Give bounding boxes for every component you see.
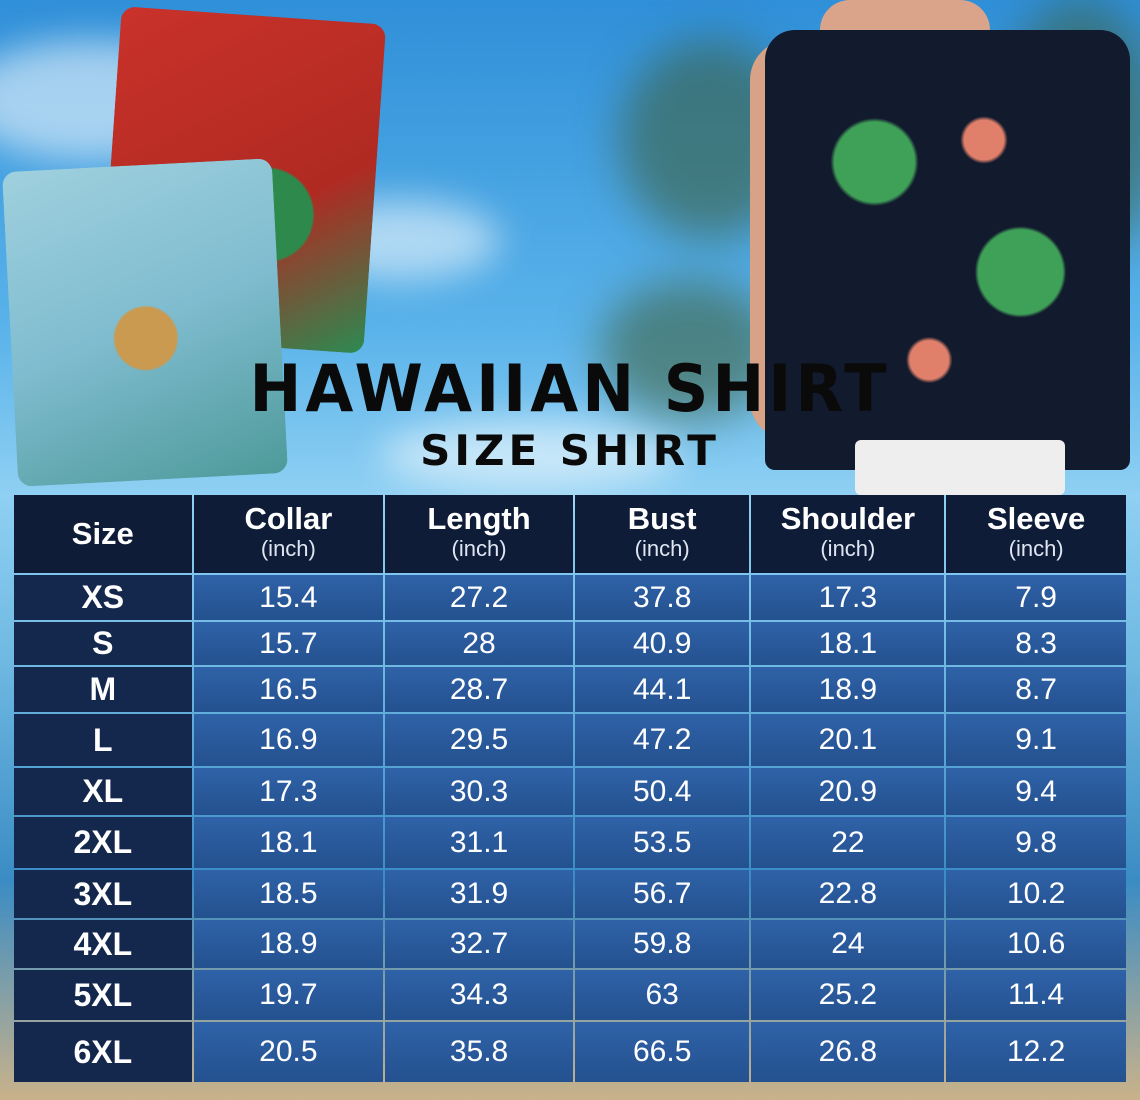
value-cell: 11.4 xyxy=(946,970,1126,1020)
value-cell: 31.1 xyxy=(385,817,573,868)
value-cell: 18.9 xyxy=(751,667,945,712)
column-header-bust: Bust (inch) xyxy=(574,495,750,573)
table-header-row: Size Collar (inch) Length (inch) Bust (inch) Sh… xyxy=(14,495,1126,573)
value-cell: 17.3 xyxy=(751,575,945,620)
column-header-label: Shoulder xyxy=(780,501,916,536)
value-cell: 7.9 xyxy=(946,575,1126,620)
value-cell: 18.9 xyxy=(193,920,384,968)
value-cell: 9.1 xyxy=(946,714,1126,766)
size-cell: 2XL xyxy=(14,817,192,868)
value-cell: 16.9 xyxy=(193,714,384,766)
column-header-unit: (inch) xyxy=(451,536,507,561)
value-cell: 44.1 xyxy=(574,667,750,712)
value-cell: 9.8 xyxy=(946,817,1126,868)
value-cell: 18.5 xyxy=(193,870,384,918)
value-cell: 29.5 xyxy=(385,714,573,766)
table-row: 6XL 20.5 35.8 66.5 26.8 12.2 xyxy=(14,1022,1126,1082)
column-header-collar: Collar (inch) xyxy=(193,495,384,573)
value-cell: 10.6 xyxy=(946,920,1126,968)
size-cell: 4XL xyxy=(14,920,192,968)
size-cell: 3XL xyxy=(14,870,192,918)
value-cell: 10.2 xyxy=(946,870,1126,918)
column-header-label: Size xyxy=(71,516,134,551)
column-header-label: Sleeve xyxy=(987,501,1086,536)
column-header-size: Size xyxy=(14,495,192,573)
value-cell: 34.3 xyxy=(385,970,573,1020)
value-cell: 40.9 xyxy=(574,622,750,665)
value-cell: 26.8 xyxy=(751,1022,945,1082)
size-cell: 6XL xyxy=(14,1022,192,1082)
value-cell: 22 xyxy=(751,817,945,868)
column-header-unit: (inch) xyxy=(820,536,876,561)
value-cell: 35.8 xyxy=(385,1022,573,1082)
value-cell: 15.7 xyxy=(193,622,384,665)
column-header-length: Length (inch) xyxy=(385,495,573,573)
value-cell: 25.2 xyxy=(751,970,945,1020)
table-row: S 15.7 28 40.9 18.1 8.3 xyxy=(14,622,1126,665)
value-cell: 16.5 xyxy=(193,667,384,712)
value-cell: 15.4 xyxy=(193,575,384,620)
value-cell: 8.7 xyxy=(946,667,1126,712)
table-row: M 16.5 28.7 44.1 18.9 8.7 xyxy=(14,667,1126,712)
value-cell: 59.8 xyxy=(574,920,750,968)
value-cell: 19.7 xyxy=(193,970,384,1020)
value-cell: 17.3 xyxy=(193,768,384,815)
table-row: 4XL 18.9 32.7 59.8 24 10.6 xyxy=(14,920,1126,968)
value-cell: 9.4 xyxy=(946,768,1126,815)
value-cell: 31.9 xyxy=(385,870,573,918)
column-header-label: Collar xyxy=(244,501,333,536)
column-header-sleeve: Sleeve (inch) xyxy=(946,495,1126,573)
size-cell: M xyxy=(14,667,192,712)
column-header-unit: (inch) xyxy=(634,536,690,561)
value-cell: 18.1 xyxy=(751,622,945,665)
value-cell: 20.9 xyxy=(751,768,945,815)
value-cell: 63 xyxy=(574,970,750,1020)
value-cell: 56.7 xyxy=(574,870,750,918)
table-row: 3XL 18.5 31.9 56.7 22.8 10.2 xyxy=(14,870,1126,918)
main-title: HAWAIIAN SHIRT xyxy=(249,350,891,427)
value-cell: 28 xyxy=(385,622,573,665)
column-header-label: Length xyxy=(427,501,531,536)
value-cell: 27.2 xyxy=(385,575,573,620)
size-cell: S xyxy=(14,622,192,665)
value-cell: 47.2 xyxy=(574,714,750,766)
value-cell: 37.8 xyxy=(574,575,750,620)
value-cell: 20.1 xyxy=(751,714,945,766)
value-cell: 53.5 xyxy=(574,817,750,868)
table-row: XL 17.3 30.3 50.4 20.9 9.4 xyxy=(14,768,1126,815)
column-header-unit: (inch) xyxy=(260,536,316,561)
table-row: 2XL 18.1 31.1 53.5 22 9.8 xyxy=(14,817,1126,868)
size-cell: L xyxy=(14,714,192,766)
size-chart-table: Size Collar (inch) Length (inch) Bust (inch) Sh… xyxy=(12,493,1128,1084)
value-cell: 66.5 xyxy=(574,1022,750,1082)
value-cell: 24 xyxy=(751,920,945,968)
size-cell: XL xyxy=(14,768,192,815)
column-header-unit: (inch) xyxy=(1008,536,1064,561)
value-cell: 50.4 xyxy=(574,768,750,815)
table-row: 5XL 19.7 34.3 63 25.2 11.4 xyxy=(14,970,1126,1020)
value-cell: 32.7 xyxy=(385,920,573,968)
table-row: XS 15.4 27.2 37.8 17.3 7.9 xyxy=(14,575,1126,620)
value-cell: 30.3 xyxy=(385,768,573,815)
column-header-shoulder: Shoulder (inch) xyxy=(751,495,945,573)
size-cell: XS xyxy=(14,575,192,620)
column-header-label: Bust xyxy=(627,501,697,536)
value-cell: 18.1 xyxy=(193,817,384,868)
size-cell: 5XL xyxy=(14,970,192,1020)
value-cell: 12.2 xyxy=(946,1022,1126,1082)
value-cell: 28.7 xyxy=(385,667,573,712)
value-cell: 8.3 xyxy=(946,622,1126,665)
value-cell: 20.5 xyxy=(193,1022,384,1082)
subtitle: SIZE SHIRT xyxy=(420,426,720,475)
table-row: L 16.9 29.5 47.2 20.1 9.1 xyxy=(14,714,1126,766)
value-cell: 22.8 xyxy=(751,870,945,918)
